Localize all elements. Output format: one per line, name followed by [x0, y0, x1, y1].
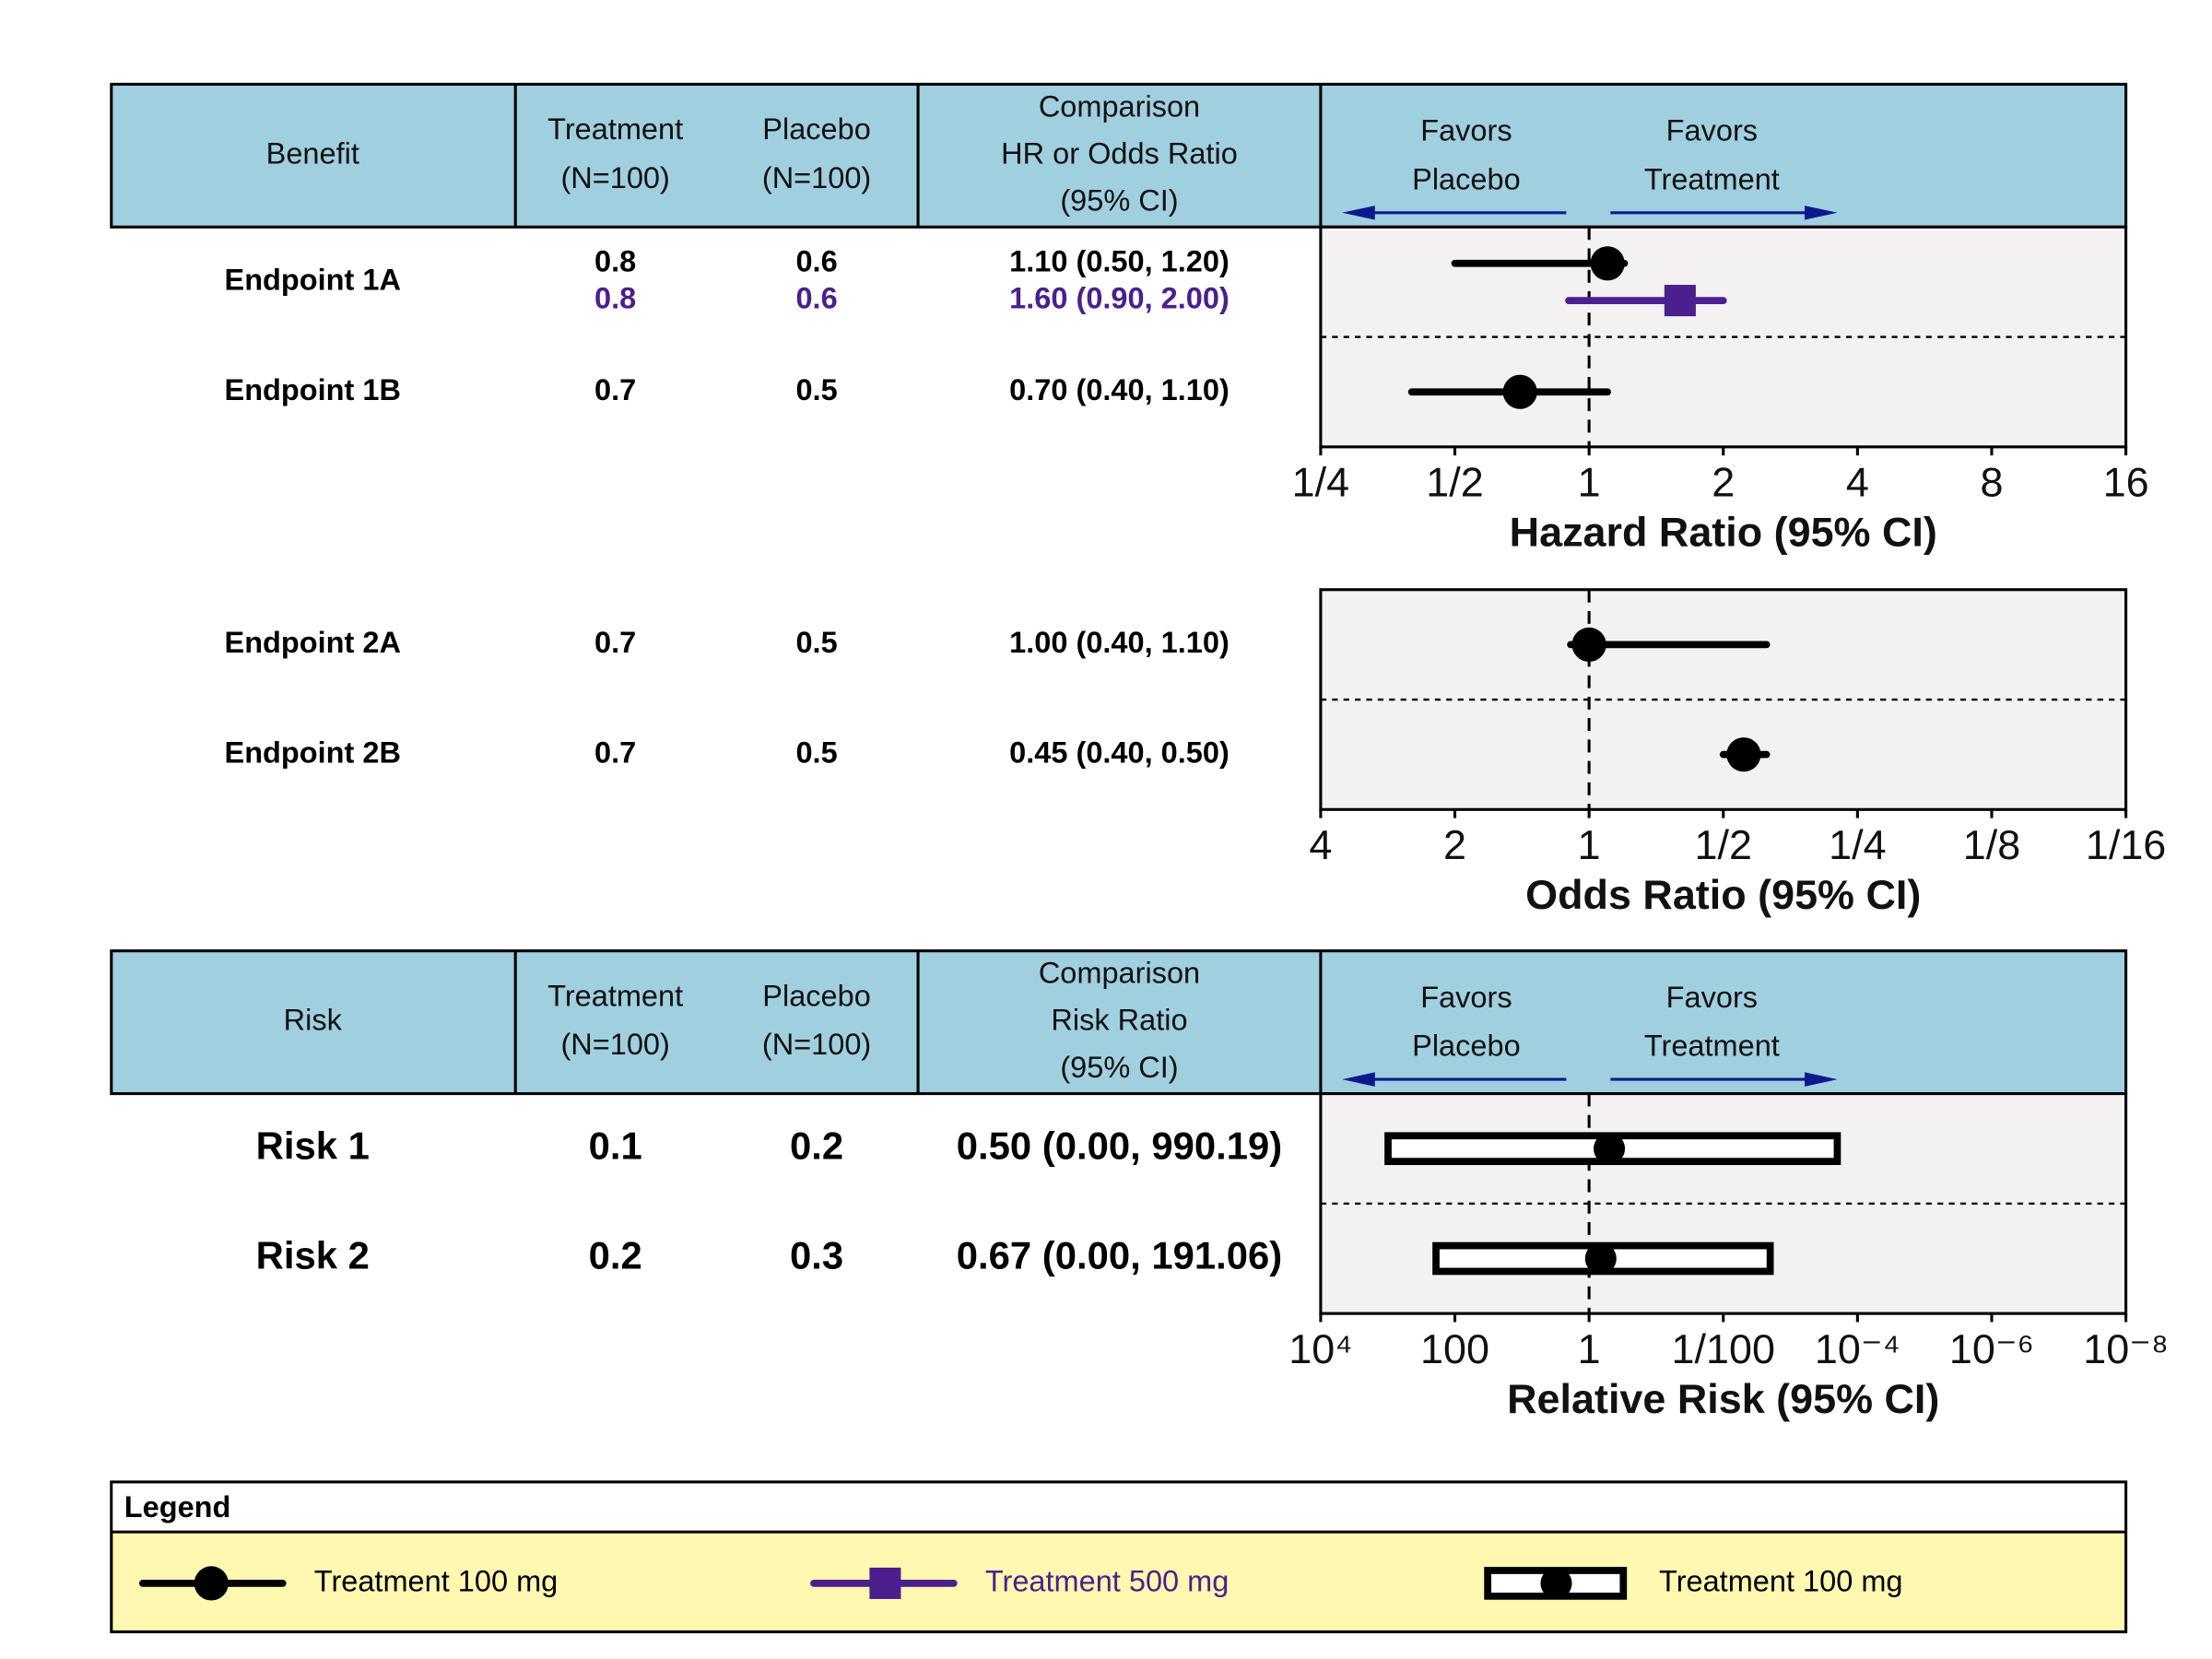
table-header: [110, 949, 2128, 1096]
legend-label: Treatment 100 mg: [1659, 1564, 1902, 1597]
treatment-value: 0.2: [589, 1234, 642, 1277]
legend-symbol: [869, 1567, 901, 1599]
placebo-value: 0.5: [795, 735, 837, 769]
x-tick-label: 1/2: [1426, 459, 1483, 506]
x-tick-label: 1: [1578, 1325, 1601, 1372]
estimate-point: [1594, 1133, 1626, 1165]
estimate-point: [1571, 627, 1606, 662]
estimate-point: [1590, 246, 1625, 281]
x-tick-label: 10⁻⁸: [2083, 1325, 2169, 1372]
row-label: Endpoint 2A: [225, 626, 401, 659]
favors-label: Placebo: [1412, 1030, 1521, 1063]
column-header: (95% CI): [1060, 1051, 1178, 1084]
favors-label: Treatment: [1644, 1030, 1780, 1063]
x-tick-label: 10⁻⁶: [1949, 1325, 2034, 1372]
favors-label: Placebo: [1412, 162, 1521, 195]
column-header: Risk: [284, 1004, 343, 1037]
estimate-point: [1502, 374, 1537, 409]
arrow-head: [1805, 206, 1838, 220]
x-tick-label: 2: [1712, 459, 1735, 506]
x-tick-label: 8: [1980, 459, 2003, 506]
table-header: [110, 82, 2128, 229]
comparison-summary: 1.00 (0.40, 1.10): [1009, 626, 1230, 659]
row-label: Endpoint 2B: [225, 735, 401, 769]
placebo-value: 0.5: [795, 373, 837, 406]
column-header: (N=100): [762, 161, 871, 194]
favors-label: Favors: [1666, 114, 1758, 147]
column-header: Treatment: [547, 112, 683, 146]
treatment-value: 0.1: [589, 1124, 642, 1167]
comparison-summary: 0.70 (0.40, 1.10): [1009, 373, 1230, 406]
comparison-summary: 0.50 (0.00, 990.19): [957, 1124, 1282, 1167]
estimate-point: [1726, 737, 1761, 772]
legend-symbol: [194, 1566, 229, 1601]
legend-title-bar: [112, 1483, 2125, 1533]
treatment-value: 0.8: [594, 282, 636, 315]
column-header: (N=100): [762, 1028, 871, 1061]
column-header: Treatment: [547, 979, 683, 1012]
column-header: Comparison: [1039, 957, 1200, 990]
row-label: Risk 1: [256, 1124, 370, 1167]
x-tick-label: 10⁻⁴: [1815, 1325, 1900, 1372]
legend-symbol: [1540, 1567, 1572, 1599]
arrow-head: [1805, 1072, 1838, 1087]
favors-label: Treatment: [1644, 162, 1780, 195]
x-tick-label: 1/16: [2086, 821, 2166, 868]
x-axis-label: Odds Ratio (95% CI): [1525, 871, 1921, 918]
x-tick-label: 10⁴: [1288, 1325, 1352, 1372]
x-tick-label: 1/2: [1695, 821, 1752, 868]
estimate-point: [1664, 285, 1696, 317]
legend-title: Legend: [124, 1490, 231, 1524]
placebo-value: 0.6: [795, 282, 837, 315]
placebo-value: 0.5: [795, 626, 837, 659]
column-header: Placebo: [762, 112, 871, 146]
placebo-value: 0.3: [790, 1234, 843, 1277]
favors-label: Favors: [1420, 114, 1512, 147]
legend-label: Treatment 500 mg: [985, 1564, 1229, 1597]
column-header: Risk Ratio: [1051, 1004, 1187, 1037]
favors-label: Favors: [1420, 981, 1512, 1014]
x-tick-label: 2: [1443, 821, 1466, 868]
row-label: Endpoint 1A: [225, 264, 401, 297]
legend-label: Treatment 100 mg: [314, 1564, 558, 1597]
treatment-value: 0.7: [594, 735, 636, 769]
treatment-value: 0.7: [594, 626, 636, 659]
x-tick-label: 4: [1846, 459, 1869, 506]
column-header: (N=100): [560, 161, 669, 194]
row-label: Endpoint 1B: [225, 373, 401, 406]
x-tick-label: 1/4: [1829, 821, 1886, 868]
arrow-head: [1342, 1072, 1375, 1087]
x-axis-label: Relative Risk (95% CI): [1507, 1375, 1939, 1422]
x-tick-label: 1/8: [1963, 821, 2020, 868]
estimate-point: [1584, 1242, 1617, 1275]
x-tick-label: 1: [1578, 459, 1601, 506]
x-tick-label: 16: [2103, 459, 2149, 506]
arrow-head: [1342, 206, 1375, 220]
placebo-value: 0.2: [790, 1124, 843, 1167]
column-header: HR or Odds Ratio: [1001, 136, 1238, 170]
column-header: Benefit: [266, 136, 359, 170]
column-header: Comparison: [1039, 89, 1200, 123]
comparison-summary: 0.67 (0.00, 191.06): [957, 1234, 1282, 1277]
comparison-summary: 1.60 (0.90, 2.00): [1009, 282, 1230, 315]
x-tick-label: 1/100: [1672, 1325, 1775, 1372]
x-tick-label: 1: [1578, 821, 1601, 868]
column-header: (95% CI): [1060, 184, 1178, 218]
favors-label: Favors: [1666, 981, 1758, 1014]
x-axis-label: Hazard Ratio (95% CI): [1510, 509, 1937, 556]
treatment-value: 0.7: [594, 373, 636, 406]
comparison-summary: 1.10 (0.50, 1.20): [1009, 244, 1230, 277]
column-header: Placebo: [762, 979, 871, 1012]
treatment-value: 0.8: [594, 244, 636, 277]
column-header: (N=100): [560, 1028, 669, 1061]
row-label: Risk 2: [256, 1234, 370, 1277]
comparison-summary: 0.45 (0.40, 0.50): [1009, 735, 1230, 769]
x-tick-label: 100: [1420, 1325, 1489, 1372]
x-tick-label: 1/4: [1292, 459, 1349, 506]
x-tick-label: 4: [1309, 821, 1332, 868]
placebo-value: 0.6: [795, 244, 837, 277]
